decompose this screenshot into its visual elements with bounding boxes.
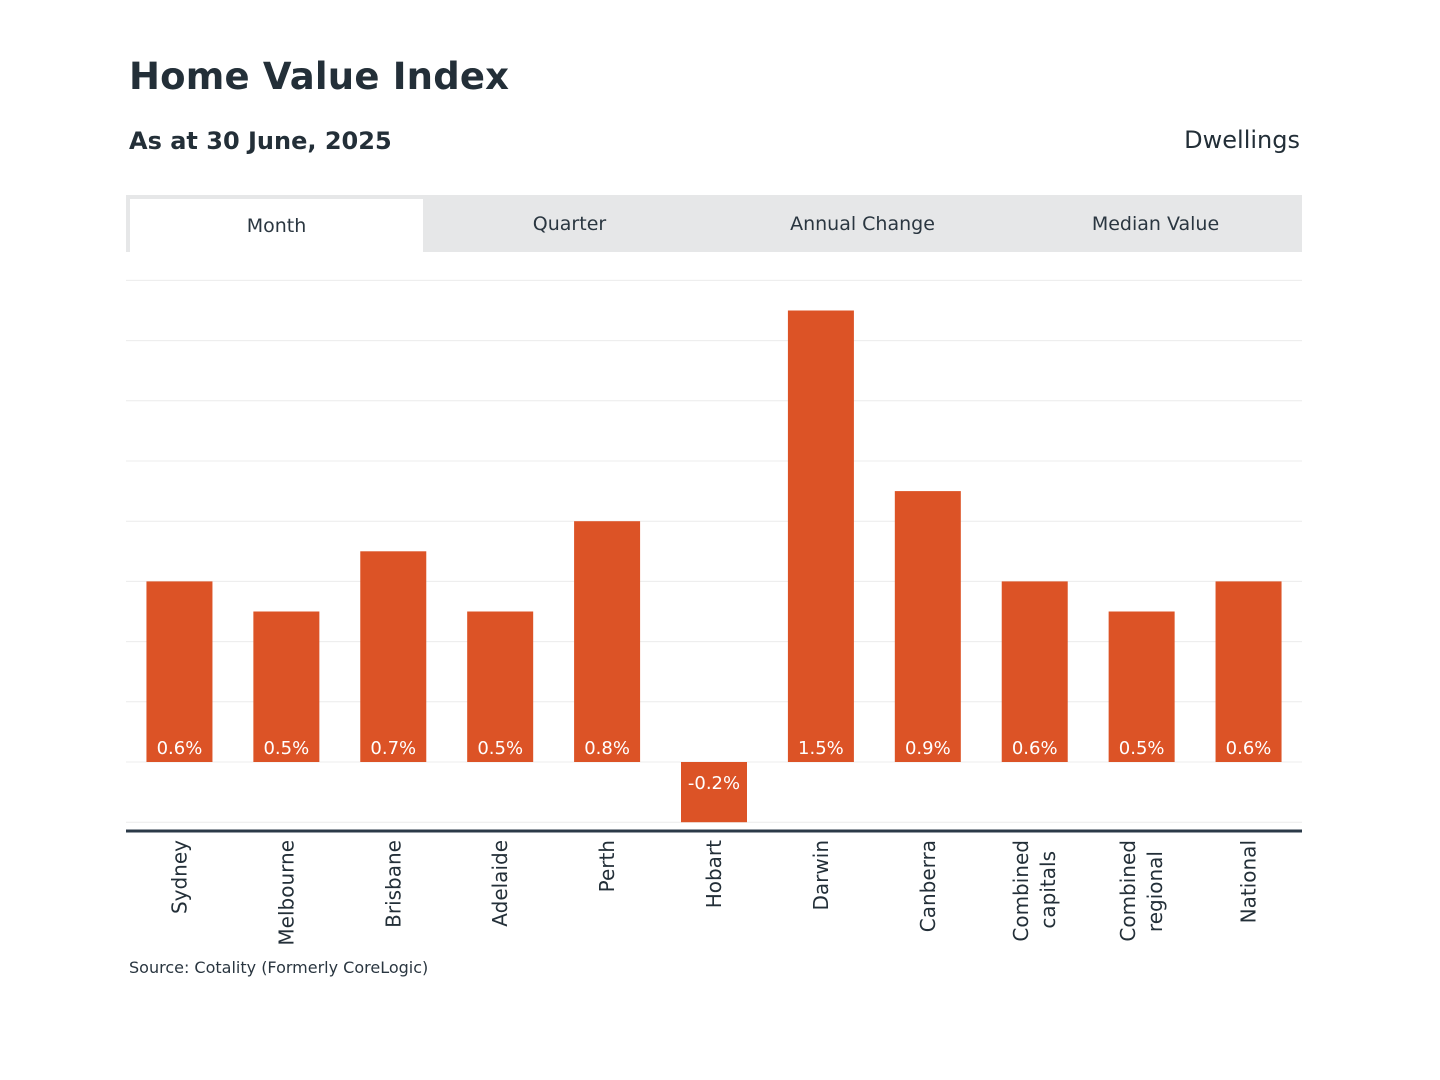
tab-quarter[interactable]: Quarter [532,212,607,235]
tab-annual-change[interactable]: Annual Change [790,212,935,235]
data-label: 0.8% [584,738,630,759]
category-label-text: Hobart [702,840,726,908]
data-label: 0.6% [1226,738,1272,759]
category-label-text: Brisbane [381,840,405,928]
bar-sydney [146,581,213,762]
bar-chart: 0.6% Sydney 0.5% Melbourne 0.7% Brisbane 0.5% A… [126,279,1302,946]
bar-combined-capitals [1001,581,1068,762]
category-label-text: Adelaide [488,840,512,927]
bar-brisbane [360,551,427,762]
bar-melbourne [253,611,320,762]
category-label: Perth [595,840,619,892]
data-label: 0.6% [1012,738,1058,759]
bar-national [1215,581,1282,762]
bar-hobart [681,762,747,823]
bar-adelaide [467,611,534,762]
category-label: Combined regional [1116,840,1167,942]
category-label-text: National [1237,840,1261,923]
category-label-text: Melbourne [274,840,298,946]
category-label-text: Perth [595,840,619,892]
tab-bar: Month Quarter Annual Change Median Value [126,195,1302,252]
category-label: Canberra [916,840,940,932]
category-label: Adelaide [488,840,512,927]
category-label-text: Darwin [809,840,833,910]
bar-combined-regional [1108,611,1175,762]
data-label: 0.5% [263,738,309,759]
page-title: Home Value Index [129,55,510,98]
bar-darwin [787,310,854,762]
category-label-text: Combined [1116,840,1140,942]
data-label: 0.6% [157,738,203,759]
source-note: Source: Cotality (Formerly CoreLogic) [129,958,429,977]
category-label-text: regional [1143,851,1167,932]
category-label-text: capitals [1036,851,1060,929]
category-label: National [1237,840,1261,923]
date-subtitle: As at 30 June, 2025 [129,127,392,155]
measure-label: Dwellings [1184,126,1300,154]
category-label-text: Sydney [167,840,191,914]
category-label: Sydney [167,840,191,914]
bar-perth [574,521,641,762]
data-label: 0.5% [477,738,523,759]
data-label: 0.9% [905,738,951,759]
data-label: 0.5% [1119,738,1165,759]
data-label: 0.7% [370,738,416,759]
data-label: -0.2% [688,773,740,794]
category-label: Hobart [702,840,726,908]
tab-month[interactable]: Month [130,199,423,252]
bar-canberra [894,491,961,762]
category-label-text: Combined [1009,840,1033,942]
data-label: 1.5% [798,738,844,759]
category-label: Combined capitals [1009,840,1060,942]
category-label: Brisbane [381,840,405,928]
tab-median-value[interactable]: Median Value [1091,212,1220,235]
category-label: Darwin [809,840,833,910]
category-label-text: Canberra [916,840,940,932]
category-label: Melbourne [274,840,298,946]
